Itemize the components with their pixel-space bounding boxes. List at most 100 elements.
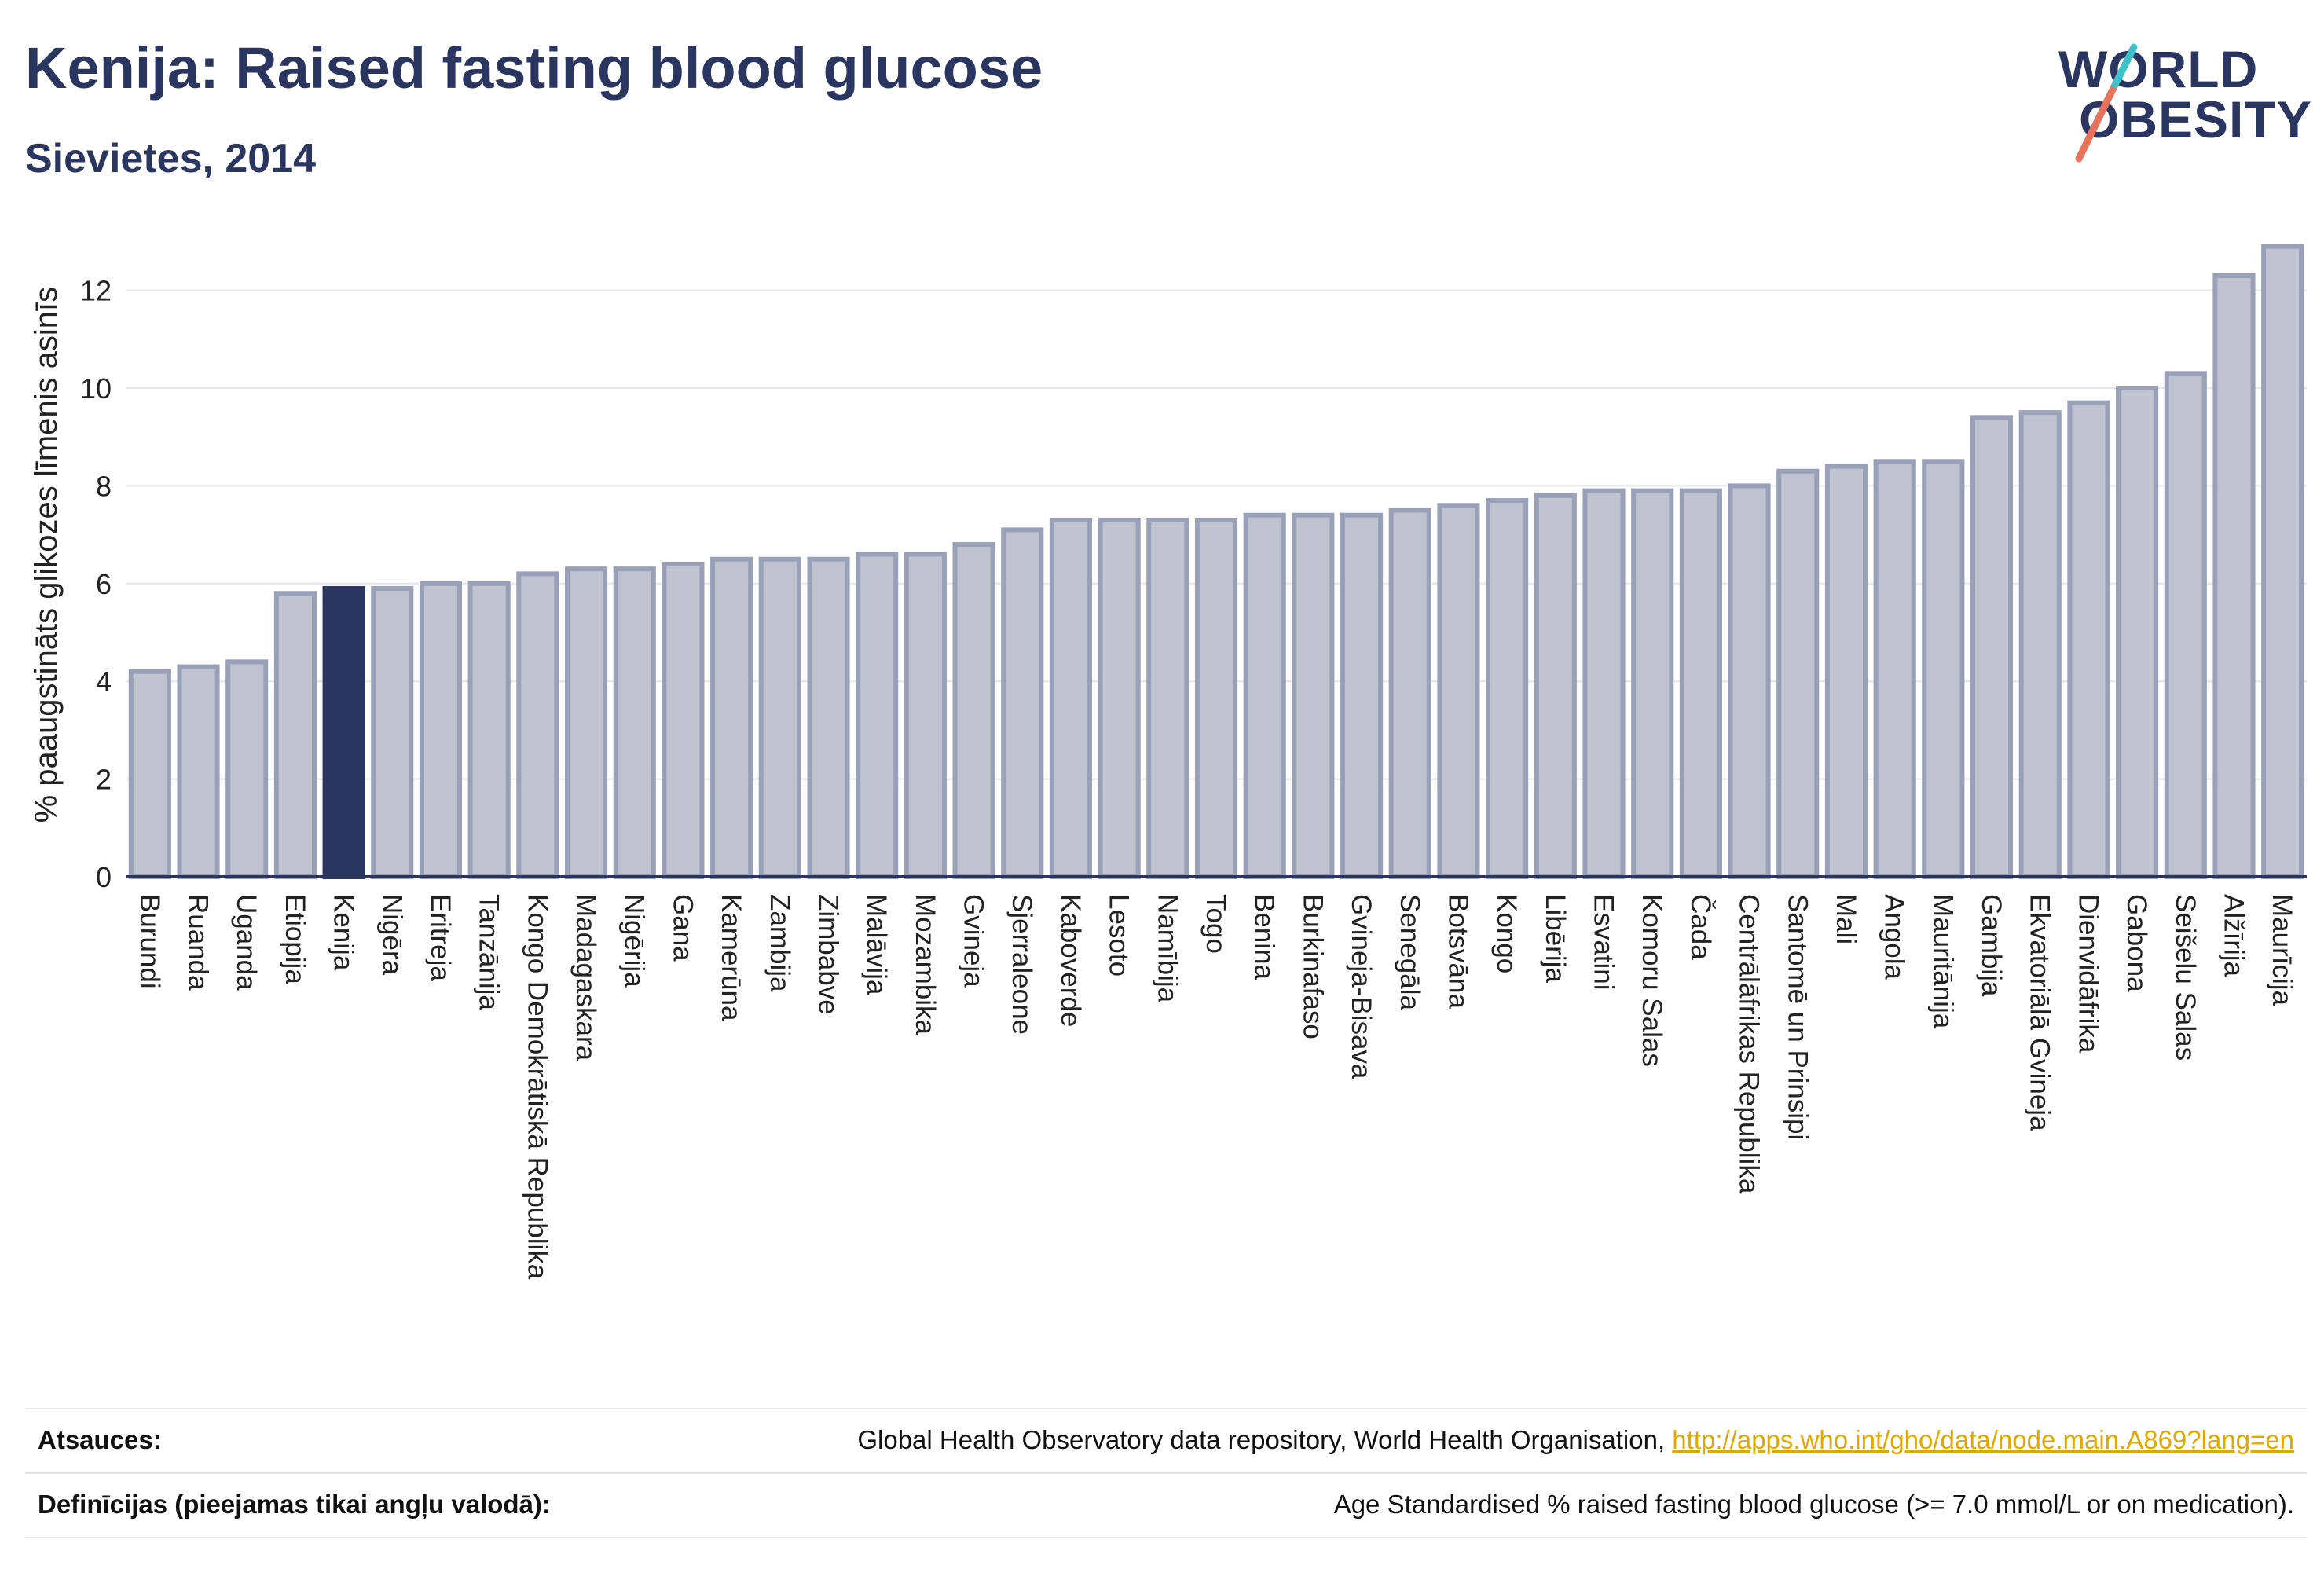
bar: [1582, 488, 1626, 879]
logo-slash-icon: [2075, 43, 2138, 163]
bar: [710, 556, 753, 879]
x-tick-label: Gabona: [2121, 894, 2152, 992]
x-tick-label: Zambija: [764, 894, 795, 992]
bar: [1194, 517, 1238, 879]
bar: [419, 581, 463, 879]
x-tick-label: Angola: [1879, 894, 1910, 980]
x-tick-label: Tanzānija: [474, 894, 504, 1010]
x-tick-label: Botsvāna: [1442, 894, 1473, 1009]
bar: [613, 566, 656, 879]
bar-chart: 0 2 4 6 8 10 12 % paaugstināts glikozes līmenis…: [29, 244, 2307, 1280]
bar: [322, 586, 365, 879]
x-tick-label: Kongo: [1491, 894, 1522, 973]
bar: [1679, 488, 1722, 879]
x-tick-label: Ruanda: [183, 894, 214, 991]
x-tick-label: Malāvija: [861, 894, 892, 995]
y-tick-label: 6: [96, 568, 112, 600]
x-tick-label: Uganda: [231, 894, 262, 991]
definitions-value: Age Standardised % raised fasting blood …: [1333, 1490, 2294, 1519]
bar: [371, 586, 414, 879]
x-tick-label: Mauritānija: [1927, 894, 1958, 1029]
x-tick-label: Kaboverde: [1055, 894, 1086, 1027]
x-tick-label: Nigēra: [376, 894, 407, 976]
x-tick-label: Madagaskara: [570, 894, 601, 1061]
x-tick-label: Dienvidāfrika: [2073, 894, 2103, 1054]
bar: [2067, 400, 2110, 880]
bar: [2116, 386, 2159, 879]
page-subtitle: Sievietes, 2014: [25, 136, 317, 181]
bar: [225, 659, 269, 879]
x-tick-label: Benina: [1249, 894, 1280, 980]
logo-line-2: OBESITY: [2079, 90, 2312, 148]
x-tick-label: Čada: [1685, 894, 1716, 960]
bar: [807, 556, 850, 879]
y-tick-label: 2: [96, 764, 112, 796]
bar: [1631, 488, 1674, 879]
logo-line-1: WORLD: [2058, 40, 2259, 98]
x-tick-label: Eritreja: [425, 894, 456, 981]
x-tick-label: Centrālāfrikas Republika: [1734, 894, 1765, 1194]
bar: [904, 552, 947, 879]
bar: [1437, 503, 1480, 879]
bar: [1922, 459, 1965, 879]
x-tick-label: Gambija: [1976, 894, 2007, 997]
bar: [516, 571, 559, 879]
bar: [1098, 517, 1141, 879]
x-tick-label: Zimbabve: [812, 894, 843, 1015]
page-title: Kenija: Raised fasting blood glucose: [25, 35, 1043, 101]
x-tick-label: Mozambika: [910, 894, 940, 1035]
bar: [662, 561, 705, 879]
x-tick-label: Burundi: [134, 894, 165, 989]
x-tick-label: Kenija: [328, 894, 359, 971]
sources-row: Atsauces: Global Health Observatory data…: [25, 1408, 2307, 1472]
x-tick-label: Sjerraleone: [1006, 894, 1037, 1035]
bar: [2212, 273, 2256, 879]
bar: [1292, 512, 1335, 879]
x-tick-label: Senegāla: [1395, 894, 1425, 1010]
bar: [467, 581, 511, 879]
x-tick-label: Gvineja: [959, 894, 989, 988]
bar: [1873, 459, 1916, 879]
x-tick-label: Etiopija: [280, 894, 310, 984]
bar: [1534, 493, 1577, 879]
x-tick-label: Seišelu Salas: [2170, 894, 2201, 1061]
y-tick-label: 10: [80, 372, 112, 405]
x-tick-label: Esvatini: [1589, 894, 1619, 991]
bar: [1970, 415, 2014, 879]
x-tick-label: Nigērija: [619, 894, 650, 988]
bar: [1728, 483, 1771, 879]
x-tick-label: Mali: [1831, 894, 1861, 944]
bar: [2261, 244, 2304, 880]
x-tick-label: Kongo Demokrātiskā Republika: [522, 894, 552, 1280]
bar: [273, 591, 317, 879]
sources-text: Global Health Observatory data repositor…: [857, 1425, 1666, 1454]
bar: [1049, 517, 1092, 879]
x-tick-label: Namībija: [1152, 894, 1182, 1003]
bar: [2164, 371, 2207, 879]
y-tick-label: 0: [96, 861, 112, 893]
x-tick-label: Maurīcija: [2267, 894, 2297, 1006]
x-tick-label: Kamerūna: [716, 894, 746, 1021]
x-tick-label: Santomē un Prinsipi: [1782, 894, 1813, 1140]
x-tick-label: Lesoto: [1104, 894, 1135, 977]
footer-divider: [25, 1537, 2307, 1538]
x-tick-label: Libērija: [1540, 894, 1571, 983]
definitions-label: Definīcijas (pieejamas tikai angļu valod…: [38, 1490, 551, 1519]
bar: [1243, 512, 1286, 879]
x-tick-label: Alžīrija: [2218, 894, 2249, 977]
y-tick-label: 12: [80, 275, 112, 307]
x-tick-label: Burkinafaso: [1297, 894, 1328, 1039]
sources-label: Atsauces:: [38, 1425, 162, 1454]
x-tick-label: Komoru Salas: [1637, 894, 1667, 1067]
bar: [1486, 498, 1529, 879]
y-tick-label: 4: [96, 665, 112, 698]
bar: [1776, 468, 1820, 879]
bar: [1388, 508, 1431, 879]
bar: [1340, 512, 1384, 879]
sources-value: Global Health Observatory data repositor…: [857, 1425, 2294, 1455]
bar: [1146, 517, 1189, 879]
x-tick-label: Ekvatoriālā Gvineja: [2025, 894, 2055, 1131]
bar: [856, 552, 899, 879]
sources-link[interactable]: http://apps.who.int/gho/data/node.main.A…: [1672, 1425, 2294, 1454]
bar: [2018, 410, 2062, 880]
